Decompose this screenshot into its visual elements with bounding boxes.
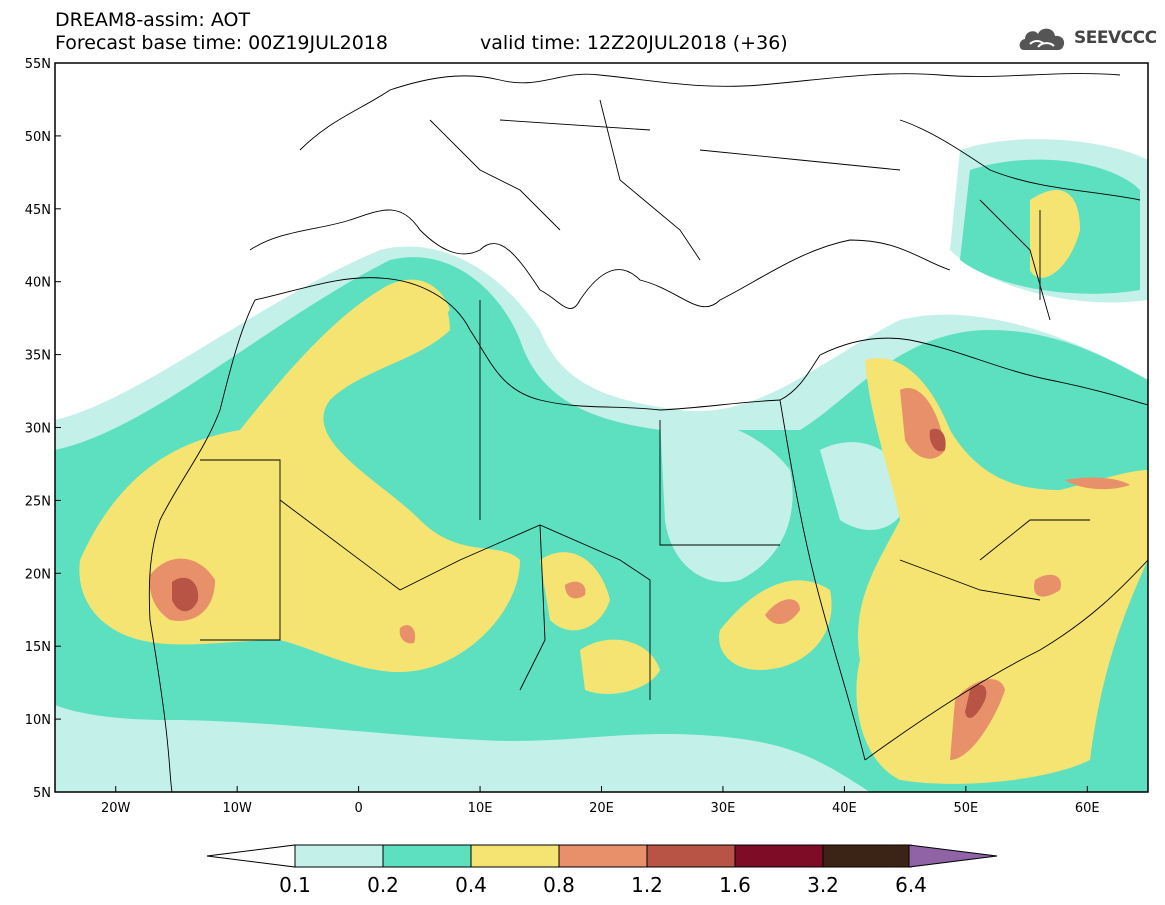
colorbar-swatch xyxy=(822,844,912,868)
latitude-label: 20N xyxy=(25,567,51,582)
colorbar-low-arrow xyxy=(206,844,296,868)
logo-text: SEEVCCC xyxy=(1074,28,1157,48)
colorbar-label: 3.2 xyxy=(807,873,839,897)
latitude-label: 45N xyxy=(25,203,51,218)
colorbar-swatch xyxy=(558,844,648,868)
longitude-label: 10W xyxy=(222,801,252,816)
colorbar-swatch xyxy=(734,844,824,868)
latitude-label: 40N xyxy=(25,276,51,291)
longitude-label: 60E xyxy=(1075,801,1100,816)
longitude-label: 0 xyxy=(354,801,362,816)
valid-time: valid time: 12Z20JUL2018 (+36) xyxy=(480,32,788,54)
colorbar-label: 1.2 xyxy=(631,873,663,897)
colorbar-label: 0.1 xyxy=(279,873,311,897)
colorbar: 0.1 0.2 0.4 0.8 1.2 1.6 3.2 6.4 xyxy=(206,844,998,897)
latitude-label: 25N xyxy=(25,494,51,509)
latitude-label: 5N xyxy=(33,786,51,801)
colorbar-label: 6.4 xyxy=(895,873,927,897)
longitude-label: 20W xyxy=(101,801,131,816)
longitude-label: 30E xyxy=(711,801,736,816)
colorbar-swatch xyxy=(470,844,560,868)
map-title: DREAM8-assim: AOT xyxy=(55,9,251,31)
longitude-label: 40E xyxy=(832,801,857,816)
latitude-label: 55N xyxy=(25,57,51,72)
cloud-icon xyxy=(1019,28,1065,50)
latitude-label: 15N xyxy=(25,640,51,655)
colorbar-swatch xyxy=(294,844,384,868)
colorbar-high-arrow xyxy=(908,844,998,868)
longitude-label: 20E xyxy=(589,801,614,816)
colorbar-label: 0.8 xyxy=(543,873,575,897)
country-borders xyxy=(148,73,1148,792)
colorbar-label: 1.6 xyxy=(719,873,751,897)
latitude-label: 10N xyxy=(25,713,51,728)
aot-field xyxy=(55,63,1148,792)
latitude-axis: 55N 50N 45N 40N 35N 30N 25N 20N 15N 10N 5N xyxy=(25,57,61,801)
colorbar-swatch xyxy=(382,844,472,868)
forecast-base-time: Forecast base time: 00Z19JUL2018 xyxy=(55,32,388,54)
colorbar-label: 0.2 xyxy=(367,873,399,897)
longitude-label: 50E xyxy=(953,801,978,816)
colorbar-label: 0.4 xyxy=(455,873,487,897)
longitude-label: 10E xyxy=(468,801,493,816)
latitude-label: 50N xyxy=(25,130,51,145)
latitude-label: 30N xyxy=(25,422,51,437)
seevccc-logo: SEEVCCC xyxy=(1018,22,1157,54)
colorbar-swatch xyxy=(646,844,736,868)
latitude-label: 35N xyxy=(25,349,51,364)
longitude-axis: 20W 10W 0 10E 20E 30E 40E 50E 60E xyxy=(101,786,1100,816)
